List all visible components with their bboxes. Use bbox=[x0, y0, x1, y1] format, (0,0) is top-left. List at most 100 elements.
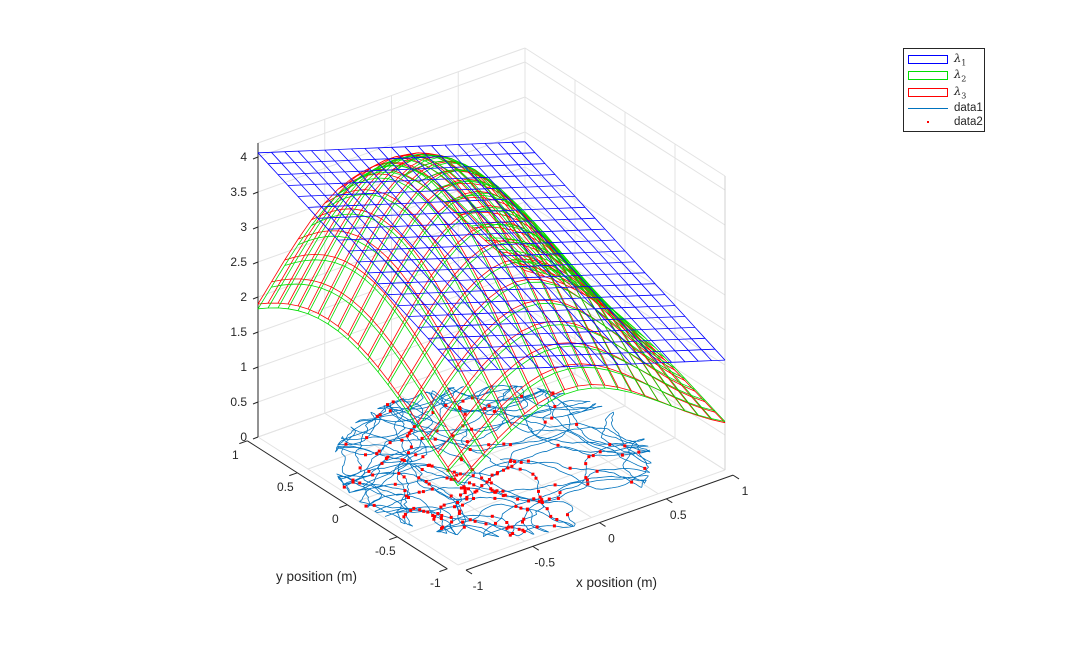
spike-point bbox=[531, 472, 535, 476]
wall-grid-line bbox=[524, 166, 726, 296]
spike-point bbox=[445, 476, 449, 480]
spike-point bbox=[427, 482, 431, 486]
spike-point bbox=[449, 515, 453, 519]
spike-point bbox=[455, 473, 459, 477]
legend-swatch-lambda2 bbox=[908, 70, 948, 80]
spike-point bbox=[608, 443, 612, 446]
legend-entry-data2[interactable]: data2 bbox=[908, 115, 983, 129]
spike-point bbox=[568, 466, 572, 470]
spike-point bbox=[458, 405, 461, 409]
z-tick-label: 0.5 bbox=[230, 395, 247, 409]
spike-point bbox=[549, 514, 553, 518]
spike-point bbox=[483, 407, 487, 411]
y-tick-label: -0.5 bbox=[375, 544, 396, 558]
spike-point bbox=[480, 476, 484, 480]
z-tick-mark bbox=[252, 331, 259, 335]
spike-point bbox=[426, 510, 430, 514]
legend-label-data1: data1 bbox=[954, 102, 983, 114]
x-tick-mark bbox=[732, 474, 740, 480]
lambda2-mesh-line bbox=[307, 154, 576, 314]
spike-point bbox=[458, 509, 462, 513]
x-tick-label: -0.5 bbox=[534, 555, 555, 569]
lambda1-mesh-line bbox=[307, 196, 576, 208]
floor-grid-line bbox=[307, 373, 576, 470]
y-tick-mark bbox=[289, 472, 298, 477]
spike-point bbox=[584, 476, 588, 480]
spike-point bbox=[521, 520, 524, 524]
x-tick-label: -1 bbox=[473, 579, 484, 593]
legend-label-lambda1: λ1 bbox=[954, 50, 967, 68]
spike-point bbox=[449, 494, 453, 498]
z-tick-mark bbox=[252, 401, 259, 405]
legend-label-lambda3: λ3 bbox=[954, 83, 967, 101]
spike-point bbox=[450, 520, 454, 524]
spikes-data2 bbox=[342, 391, 647, 537]
spike-point bbox=[487, 404, 491, 408]
z-tick-mark bbox=[252, 261, 259, 265]
spike-point bbox=[397, 471, 401, 475]
spike-point bbox=[452, 470, 456, 474]
spike-point bbox=[459, 493, 462, 497]
spike-point bbox=[358, 466, 362, 470]
spike-point bbox=[553, 483, 557, 487]
spike-point bbox=[431, 514, 435, 517]
z-tick-label: 0 bbox=[240, 430, 247, 444]
spike-point bbox=[472, 483, 476, 487]
spike-point bbox=[485, 480, 489, 484]
x-tick-mark bbox=[665, 498, 673, 504]
spike-point bbox=[460, 458, 464, 462]
spike-point bbox=[538, 495, 542, 499]
spike-point bbox=[375, 452, 379, 456]
spike-point bbox=[417, 490, 421, 494]
spike-point bbox=[510, 464, 514, 468]
spike-point bbox=[494, 521, 497, 525]
spike-point bbox=[502, 442, 506, 446]
spike-point bbox=[461, 503, 464, 507]
lambda2-mesh-line bbox=[317, 157, 586, 319]
spike-point bbox=[501, 489, 505, 493]
spike-point bbox=[537, 500, 541, 504]
legend-entry-lambda1[interactable]: λ1 bbox=[908, 50, 967, 68]
z-tick-label: 2 bbox=[240, 290, 247, 304]
spike-point bbox=[358, 481, 362, 485]
lambda1-mesh-line bbox=[484, 143, 686, 363]
spike-point bbox=[456, 501, 459, 504]
spike-point bbox=[439, 517, 443, 520]
lambda1-mesh-line bbox=[267, 152, 536, 165]
y-tick-label: 0.5 bbox=[277, 480, 294, 494]
legend[interactable]: λ1 λ2 λ3 data1 data2 bbox=[903, 48, 985, 132]
spike-point bbox=[487, 443, 491, 447]
floor-grid-line bbox=[357, 405, 626, 502]
spike-point bbox=[468, 481, 471, 485]
spike-point bbox=[472, 497, 475, 500]
spike-point bbox=[518, 467, 522, 471]
axes bbox=[239, 143, 740, 575]
legend-swatch-data1 bbox=[908, 107, 948, 109]
spike-point bbox=[435, 429, 439, 433]
wall-grid-line bbox=[524, 131, 726, 261]
spike-point bbox=[442, 503, 446, 507]
spike-point bbox=[473, 519, 477, 523]
legend-entry-data1[interactable]: data1 bbox=[908, 101, 983, 115]
spike-point bbox=[451, 434, 455, 438]
spike-point bbox=[436, 512, 440, 515]
spike-point bbox=[421, 490, 425, 494]
spike-point bbox=[407, 496, 410, 499]
spike-point bbox=[344, 442, 348, 446]
spike-point bbox=[463, 489, 467, 493]
spike-point bbox=[522, 530, 526, 534]
spike-point bbox=[465, 440, 469, 444]
spike-point bbox=[495, 489, 499, 493]
y-tick-mark bbox=[389, 536, 398, 541]
spike-point bbox=[453, 505, 456, 509]
lambda1-mesh-line bbox=[257, 141, 526, 154]
z-tick-label: 3.5 bbox=[230, 185, 247, 199]
spike-point bbox=[587, 455, 591, 459]
spike-point bbox=[620, 453, 624, 457]
spike-point bbox=[462, 525, 466, 529]
legend-entry-lambda2[interactable]: λ2 bbox=[908, 66, 967, 84]
spike-point bbox=[463, 412, 467, 416]
trajectory-line bbox=[334, 384, 652, 538]
legend-entry-lambda3[interactable]: λ3 bbox=[908, 83, 967, 101]
legend-label-lambda2: λ2 bbox=[954, 66, 967, 84]
